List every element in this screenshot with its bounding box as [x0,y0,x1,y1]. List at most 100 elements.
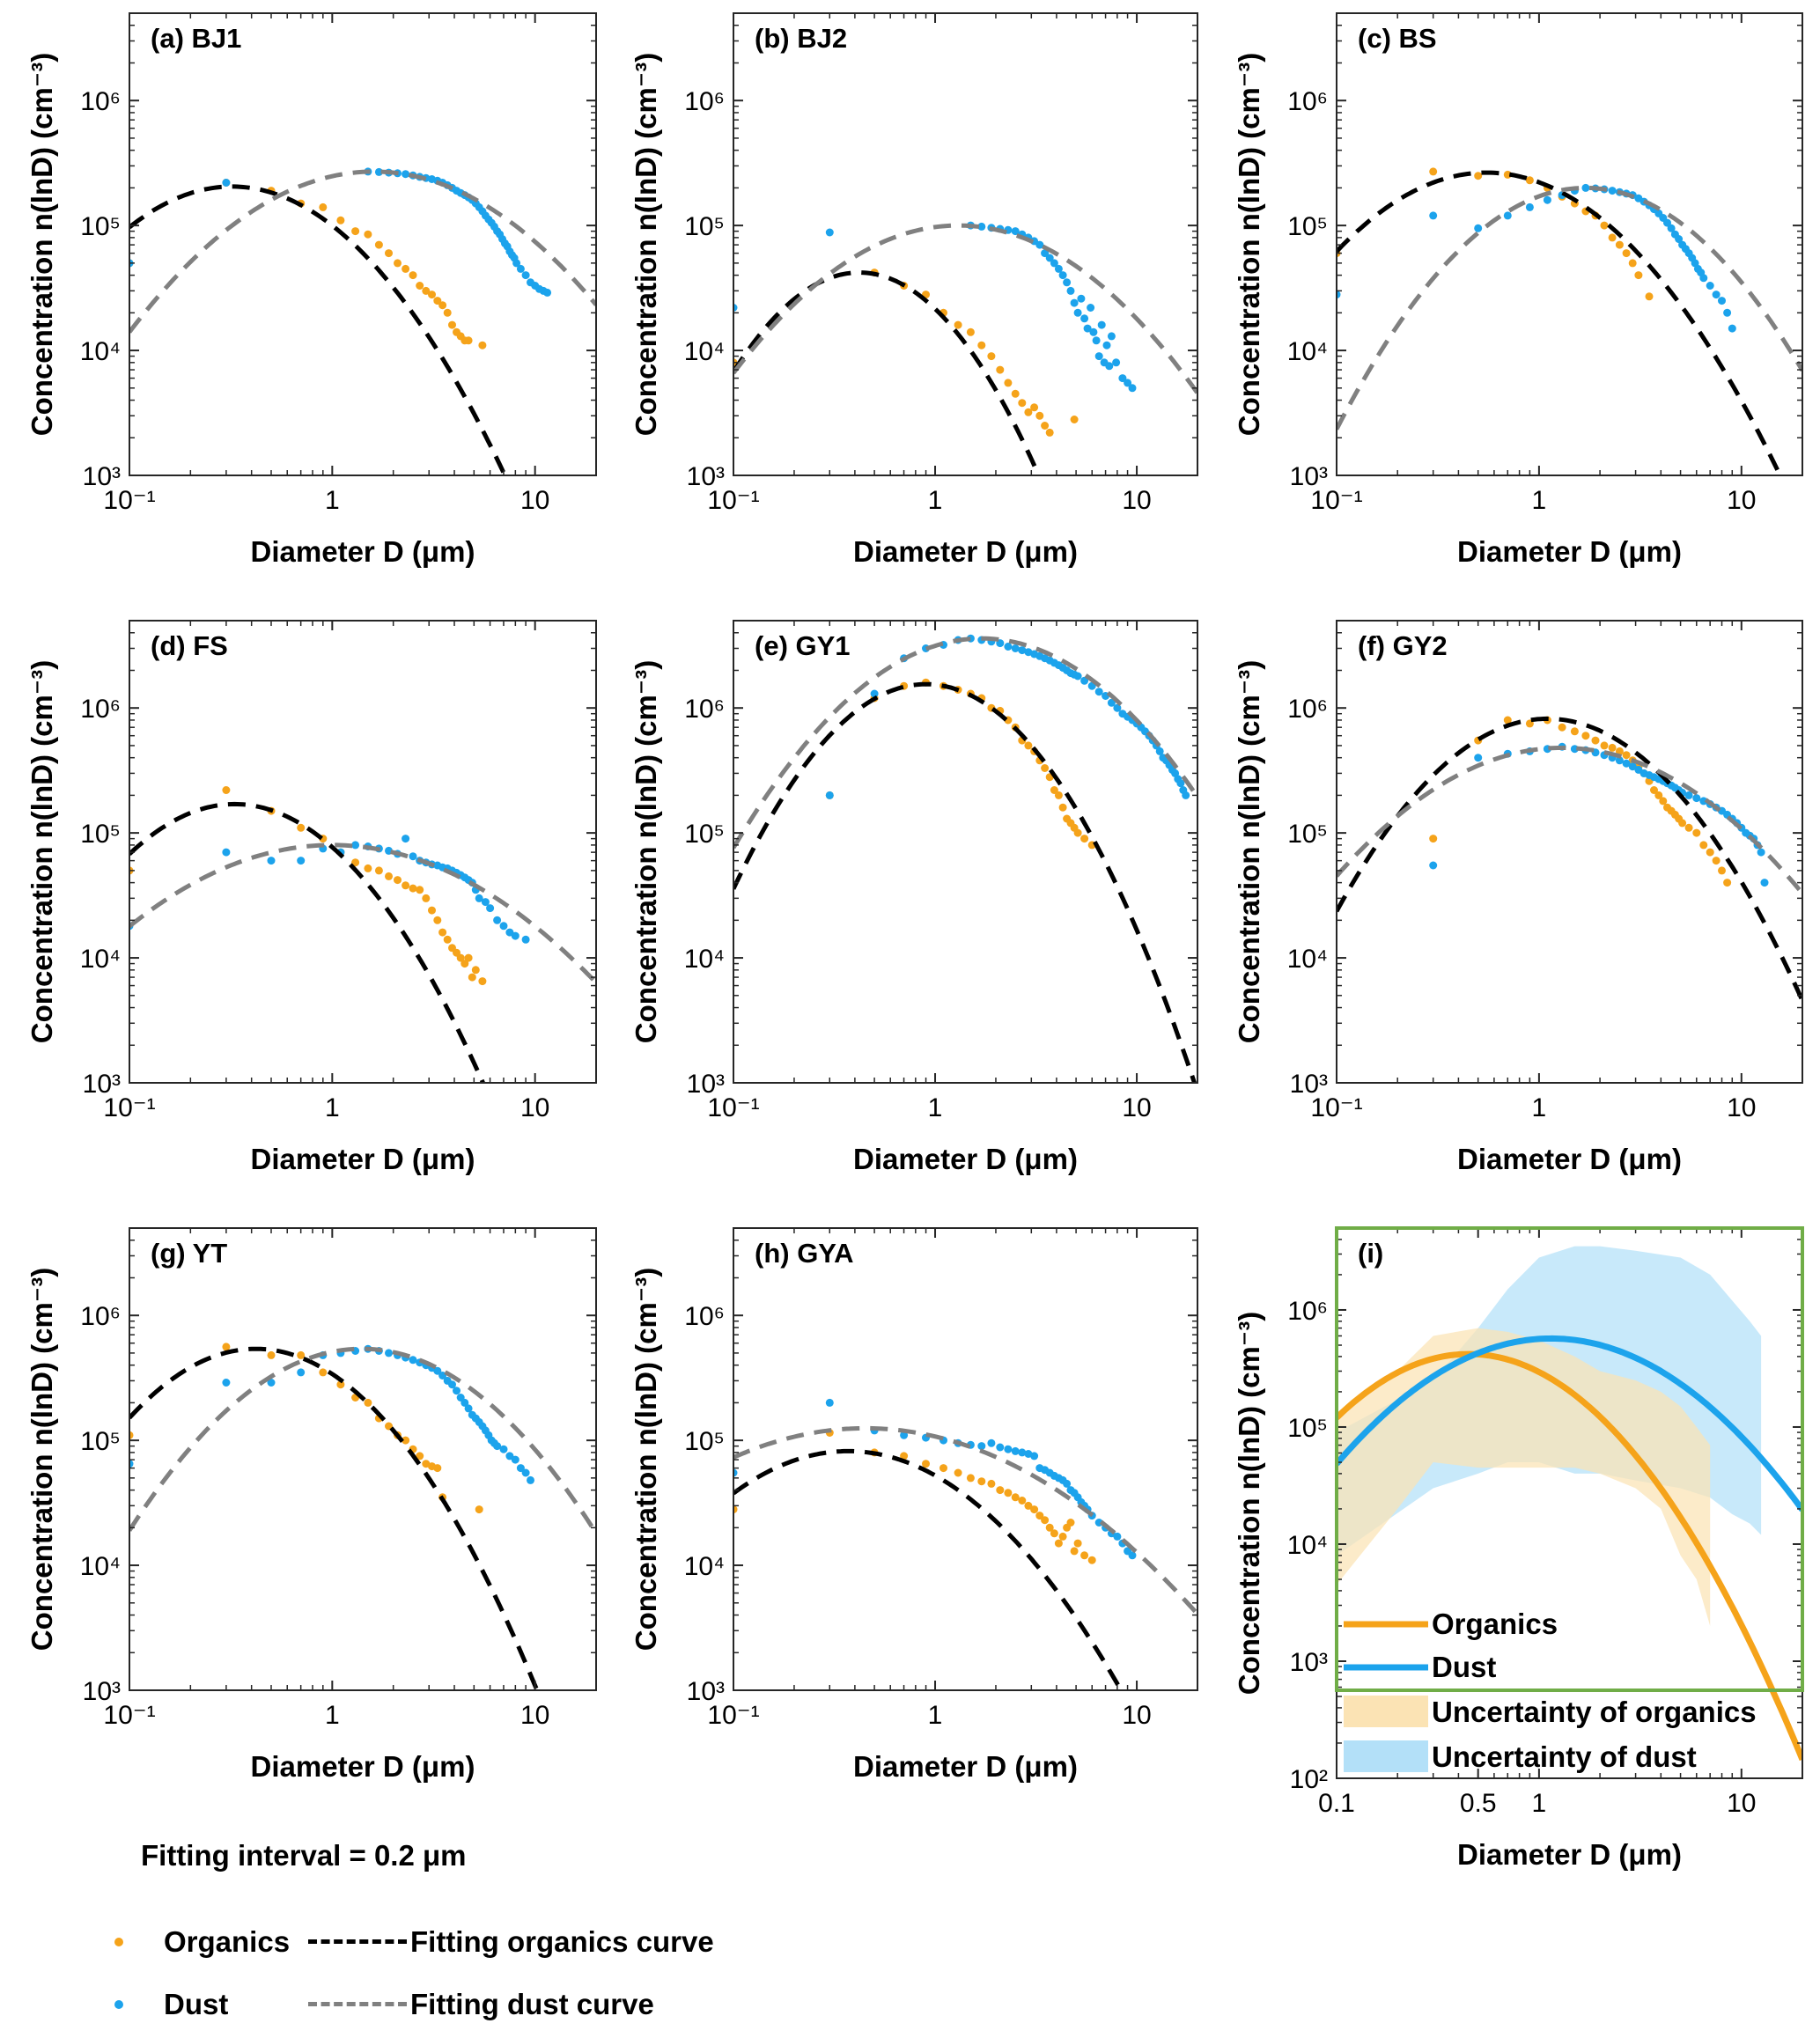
x-tick-label: 10 [1727,1789,1756,1818]
dust-point [1699,797,1708,806]
dust-point [1608,187,1617,195]
y-tick-label: 10³ [687,462,725,491]
legend-entry-label: Dust [1432,1651,1496,1683]
organics-point [1073,828,1082,837]
organics-point [1608,743,1617,752]
x-axis-title: Diameter D (μm) [853,1750,1078,1783]
organics-point [364,864,372,872]
organics-point [733,1505,738,1514]
x-tick-label: 10 [1727,486,1756,515]
dust-point [267,857,276,865]
x-tick-label: 10⁻¹ [707,486,759,515]
organics-point [351,227,360,236]
dust-point [1018,1448,1027,1457]
dust-point [977,1442,986,1451]
organics-point [478,977,487,986]
organics-point [433,1464,442,1473]
organics-point [1018,1497,1027,1505]
organics-point [1058,803,1067,812]
dust-point [1684,791,1693,799]
organics-point [977,1477,986,1486]
y-tick-label: 10³ [83,1070,121,1099]
x-tick-label: 10⁻¹ [707,1701,759,1730]
dust-point [1699,274,1708,283]
y-tick-label: 10⁶ [684,695,725,724]
organics-point [900,1452,909,1460]
dust-point [1503,211,1512,220]
organics-point [1678,819,1687,828]
panel-1: 10⁻¹ 1 10 10³ 10⁴ 10⁵ 10⁶ Diameter D (μm) Concen… [26,12,597,568]
organics-point [364,230,372,239]
y-tick-label: 10⁶ [1287,87,1328,116]
dust-point [521,271,530,280]
organics-point [1600,221,1609,230]
y-tick-label: 10⁴ [684,945,725,974]
y-tick-label: 10⁶ [1287,695,1328,724]
plot-area [733,13,1197,475]
dust-point [374,167,383,176]
plot-area [129,13,596,475]
plot-content [129,786,596,1083]
dust-point [1063,1479,1072,1488]
dust-point [1429,211,1438,220]
dust-point [1113,1532,1122,1541]
dust-point [1035,240,1044,249]
organics-point [1080,1551,1089,1560]
x-tick-label: 10⁻¹ [103,1093,155,1122]
organics-point [456,953,465,962]
panel-6: 10⁻¹ 1 10 10³ 10⁴ 10⁵ 10⁶ Diameter D (μm) Concen… [1233,620,1803,1175]
y-tick-label: 10⁵ [80,212,121,241]
dust-point [1728,324,1736,333]
organics-point [1070,416,1079,423]
x-tick-label: 10 [520,1093,549,1122]
fit-dust-curve [733,223,1197,394]
plot-area [1337,621,1802,1083]
fit-organics-curve [129,1346,540,1690]
panel-3: 10⁻¹ 1 10 10³ 10⁴ 10⁵ 10⁶ Diameter D (μm) Concen… [1233,12,1803,568]
panel-title: (c) BS [1358,23,1437,54]
organics-point [267,1350,276,1359]
organics-point [939,1464,947,1473]
organics-point [1045,428,1054,437]
dust-point [297,1368,306,1377]
fit-organics-curve [733,1448,1124,1690]
dust-point [1094,688,1103,696]
plot-content [1337,716,1802,1002]
panel-title: (a) BJ1 [151,23,241,54]
dust-point [1077,294,1086,303]
organics-point [1030,1505,1039,1514]
dust-point [1045,254,1054,262]
organics-point [987,1479,996,1488]
dust-point [1011,1446,1020,1455]
dust-point [1094,352,1103,361]
y-axis-title: Concentration n(lnD) (cm⁻³) [630,660,662,1043]
panel-title: (i) [1358,1238,1383,1269]
plot-area [733,1228,1197,1690]
panel-title: (d) FS [151,630,228,661]
organics-point [297,1350,306,1359]
y-tick-label: 10³ [83,462,121,491]
organics-point [443,308,452,317]
dust-point [1429,861,1438,870]
dust-point [402,835,410,843]
dust-point [433,1366,442,1375]
fit-dust-curve [733,636,1197,850]
dust-point [977,222,986,231]
organics-point [438,301,447,310]
dust-point [1011,227,1020,236]
organics-point [1600,741,1609,750]
x-axis-title: Diameter D (μm) [251,535,475,568]
organics-point [1087,1556,1096,1564]
dust-point [1097,320,1106,329]
dust-point [1073,308,1082,317]
x-tick-label: 10 [520,486,549,515]
dust-point [1004,1445,1013,1453]
fit-organics-curve [733,681,1197,1083]
y-tick-label: 10⁵ [684,212,725,241]
plot-area [733,621,1197,1083]
organics-point [1659,797,1668,806]
organics-point [416,1452,424,1460]
y-tick-label: 10⁵ [684,820,725,849]
plot-area [129,621,596,1083]
dust-point [1706,282,1714,290]
